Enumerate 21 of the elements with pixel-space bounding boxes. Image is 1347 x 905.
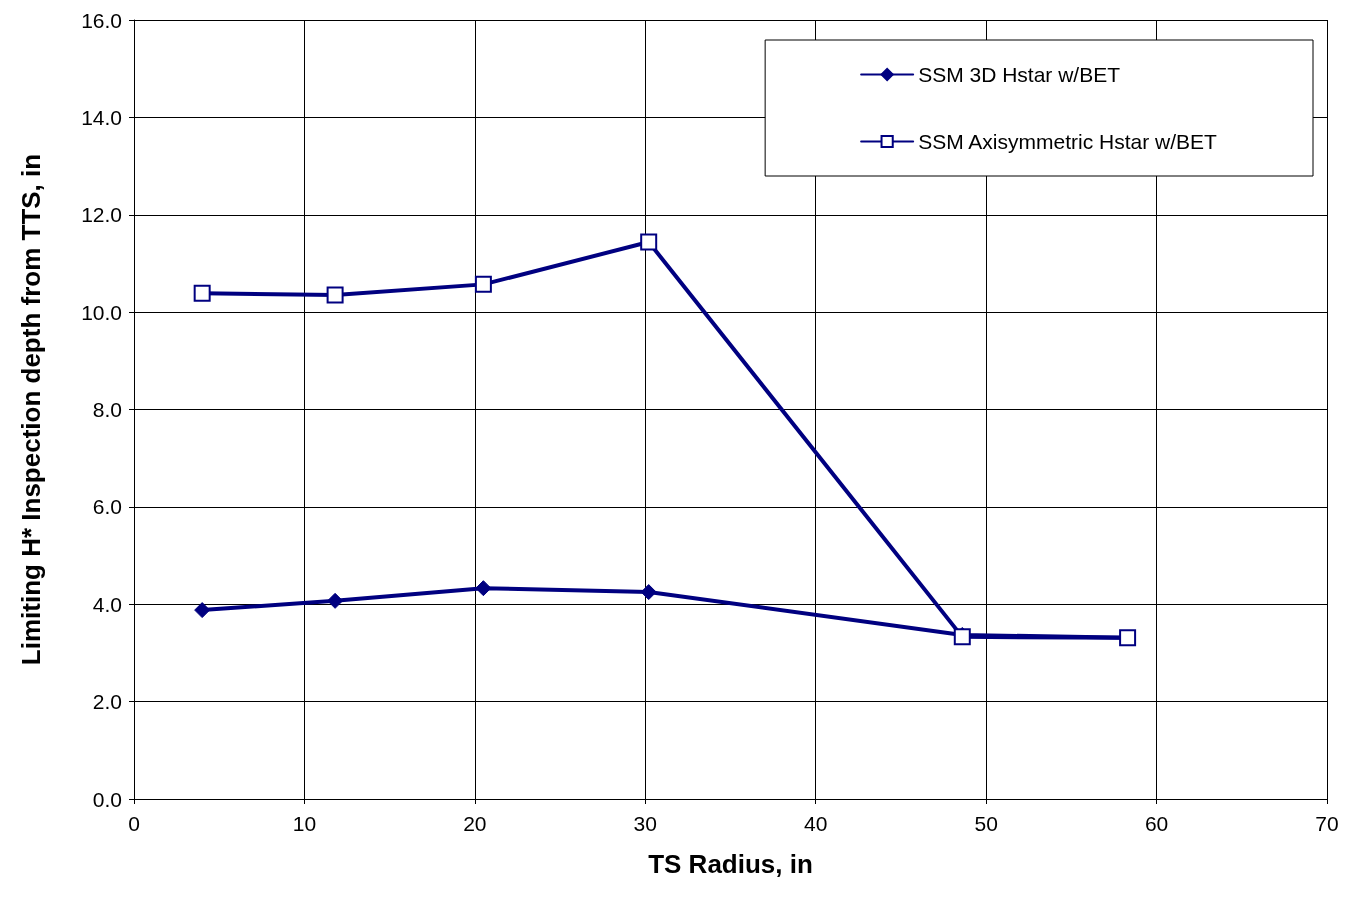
x-tick-label: 0 — [128, 812, 140, 835]
x-tick-label: 70 — [1315, 812, 1339, 835]
y-tick-label: 8.0 — [92, 398, 122, 421]
x-axis-title: TS Radius, in — [648, 849, 813, 879]
y-tick-label: 6.0 — [92, 495, 122, 519]
y-tick-label: 16.0 — [81, 8, 122, 32]
y-tick-label: 12.0 — [81, 203, 122, 227]
y-tick-label: 4.0 — [92, 592, 122, 616]
legend-label: SSM Axisymmetric Hstar w/BET — [918, 130, 1218, 153]
x-tick-label: 20 — [463, 812, 487, 835]
x-tick-label: 40 — [804, 812, 828, 835]
y-tick-label: 0.0 — [92, 787, 122, 811]
y-tick-label: 10.0 — [81, 300, 122, 324]
y-axis-title: Limiting H* Inspection depth from TTS, in — [16, 153, 46, 666]
x-tick-label: 50 — [974, 812, 998, 835]
legend-label: SSM 3D Hstar w/BET — [918, 63, 1121, 86]
y-tick-label: 2.0 — [92, 690, 122, 714]
x-tick-label: 30 — [633, 812, 657, 835]
x-tick-label: 10 — [292, 812, 317, 835]
y-tick-label: 14.0 — [81, 105, 122, 129]
x-tick-label: 60 — [1144, 812, 1169, 835]
